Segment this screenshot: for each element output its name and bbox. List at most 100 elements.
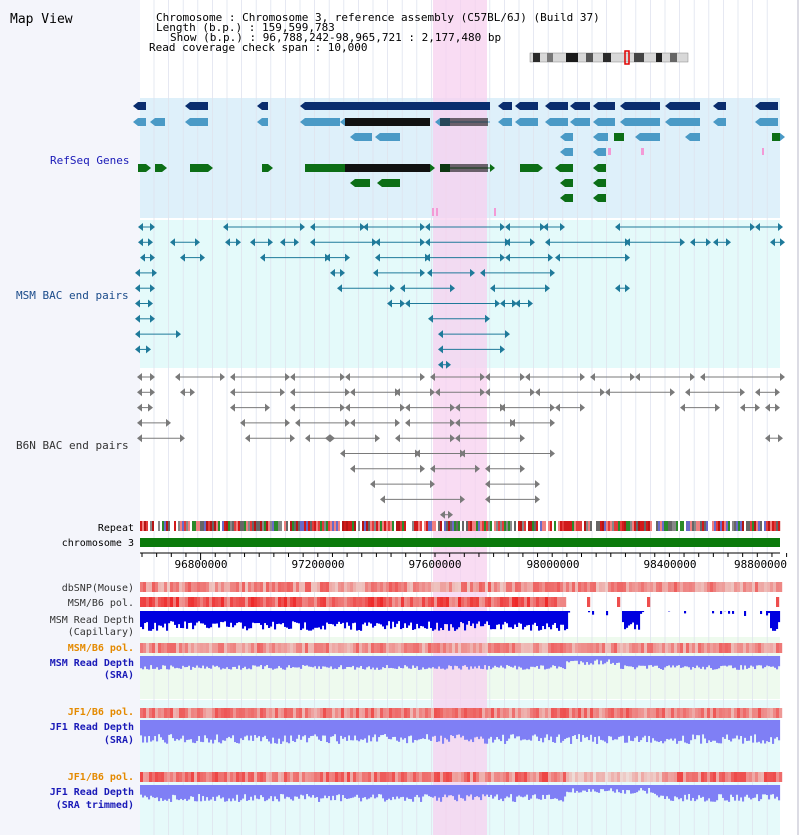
jf1-sra-depth-bar [316,720,319,737]
msm-cap-depth-bar [366,611,369,626]
jf1-trim-depth-bar [680,785,683,799]
b6n-bac-pair-end [230,403,235,412]
msm-pol-cell [344,597,348,607]
jf1-trim-depth-bar [768,785,771,800]
msm-cap-depth-bar [312,611,315,630]
label-refseq-genes[interactable]: RefSeq Genes [50,154,129,167]
gene-strand-arrow [665,102,670,110]
b6n-bac-pair-end [440,510,445,519]
jf1-trim-depth-bar [684,785,687,795]
msm-cap-depth-bar [196,611,199,623]
msm-cap-depth-bar [240,611,243,623]
gene-exon [565,148,573,156]
repeat-block [742,521,745,531]
jf1-pol-cell [536,708,540,718]
dbsnp-cell [662,582,666,592]
msm-cap-depth-bar [258,611,261,624]
jf1-pol2-cell [179,772,183,782]
jf1-trim-depth-bar [228,785,231,799]
gene-exon [565,133,573,141]
msm-sra-depth-bar [204,656,207,669]
chromosome-ideogram[interactable] [529,50,689,65]
jf1-pol2-cell [695,772,699,782]
gene-strand-arrow [430,164,435,172]
jf1-trim-depth-bar [212,785,215,797]
msm-pol2-cell [638,643,642,653]
msm-pol-cell [191,597,195,607]
repeat-block [456,521,459,531]
msm-pol2-cell [305,643,309,653]
msm-cap-depth-bar [484,611,487,624]
msm-pol-cell [389,597,393,607]
jf1-sra-depth-bar [264,720,267,736]
repeat-block [232,521,235,531]
label-msm-bac[interactable]: MSM BAC end pairs [16,289,129,302]
msm-cap-depth-bar [204,611,207,625]
msm-bac-pair-end [512,299,517,308]
msm-sra-depth-bar [576,656,579,661]
jf1-trim-depth-bar [604,785,607,792]
msm-cap-depth-bar [208,611,211,629]
highlight-region[interactable] [433,0,487,835]
jf1-sra-depth-bar [360,720,363,740]
jf1-pol-cell [362,708,366,718]
msm-cap-depth-bar [774,611,777,631]
jf1-pol-cell [287,708,291,718]
b6n-bac-pairs-track[interactable] [137,373,785,519]
repeat-block [736,521,739,531]
jf1-trim-depth-bar [368,785,371,799]
b6n-bac-pair-end [137,403,142,412]
msm-cap-depth-bar [542,611,545,626]
jf1-trim-depth-bar [140,785,143,795]
msm-cap-depth-bar [760,611,763,615]
b6n-bac-pair-end [230,373,235,381]
jf1-pol2-cell [350,772,354,782]
b6n-bac-pair-end [295,418,300,427]
b6n-bac-pair-end [550,418,555,427]
msm-sra-depth-bar [468,656,471,670]
jf1-sra-depth-bar [412,720,415,743]
repeat-block [352,521,355,531]
jf1-pol2-cell [251,772,255,782]
repeat-block [760,521,763,531]
jf1-trim-depth-bar [644,785,647,791]
msm-bac-pairs-track[interactable] [135,223,785,369]
repeat-block [560,521,563,531]
jf1-sra-depth-bar [216,720,219,735]
jf1-pol2-cell [644,772,648,782]
jf1-sra-depth-bar [524,720,527,740]
repeat-block [624,521,627,531]
jf1-pol2-cell [566,772,570,782]
dbsnp-cell [629,582,633,592]
msm-pol2-cell [479,643,483,653]
jf1-trim-depth-bar [366,785,369,800]
jf1-trim-depth-bar [376,785,379,798]
repeat-block [176,521,179,531]
msm-cap-depth-bar [154,611,157,623]
jf1-trim-depth-bar [184,785,187,799]
jf1-pol-cell [182,708,186,718]
msm-cap-depth-bar [504,611,507,622]
msm-sra-depth-bar [680,656,683,668]
jf1-trim-depth-bar [558,785,561,801]
jf1-pol2-cell [164,772,168,782]
msm-pol-cell [440,597,444,607]
label-b6n-bac[interactable]: B6N BAC end pairs [16,439,129,452]
jf1-pol-cell [377,708,381,718]
jf1-sra-depth-bar [432,720,435,737]
repeat-block [370,521,373,531]
msm-pol-cell [173,597,177,607]
jf1-trim-depth-bar [642,785,645,791]
repeat-block [328,521,331,531]
jf1-pol2-cell [140,772,144,782]
msm-pol-cell [548,597,552,607]
msm-sra-depth-bar [756,656,759,666]
jf1-pol2-cell [680,772,684,782]
jf1-sra-depth-bar [712,720,715,741]
refseq-genes-track[interactable] [133,102,785,216]
repeat-block [332,521,335,531]
jf1-trim-depth-bar [662,785,665,796]
jf1-sra-depth-bar [234,720,237,743]
msm-pol2-cell [557,643,561,653]
msm-bac-pair-end [500,223,505,231]
